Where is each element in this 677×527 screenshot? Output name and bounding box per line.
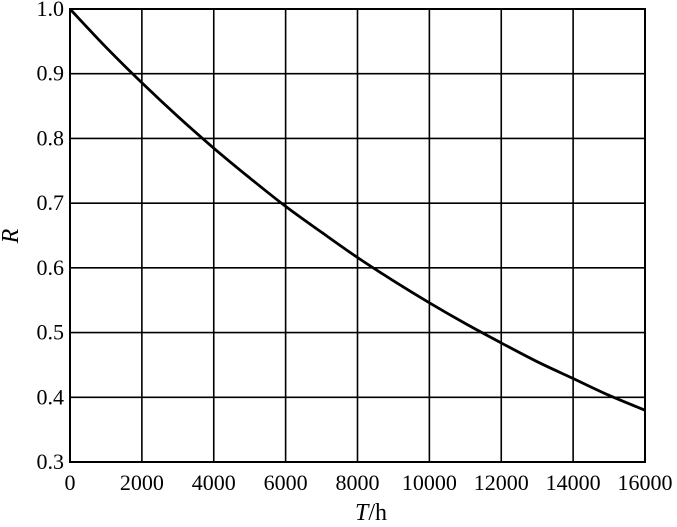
y-tick-label: 0.3 xyxy=(37,449,65,474)
x-axis-variable: T xyxy=(355,500,370,526)
y-tick-label: 0.8 xyxy=(37,125,65,150)
x-tick-label: 4000 xyxy=(192,470,236,495)
y-tick-label: 0.9 xyxy=(37,61,65,86)
y-axis-label: R xyxy=(0,228,24,244)
x-tick-label: 14000 xyxy=(546,470,601,495)
y-tick-label: 0.5 xyxy=(37,320,65,345)
x-tick-label: 2000 xyxy=(120,470,164,495)
x-tick-label: 16000 xyxy=(618,470,673,495)
x-tick-label: 6000 xyxy=(264,470,308,495)
y-tick-labels: 0.3 0.4 0.5 0.6 0.7 0.8 0.9 1.0 xyxy=(37,0,65,474)
x-tick-label: 12000 xyxy=(474,470,529,495)
x-axis-label: T/h xyxy=(355,500,387,526)
x-tick-label: 8000 xyxy=(336,470,380,495)
x-tick-label: 10000 xyxy=(402,470,457,495)
y-tick-label: 0.7 xyxy=(37,190,65,215)
x-axis-unit: /h xyxy=(368,500,387,526)
y-tick-label: 0.6 xyxy=(37,255,65,280)
x-tick-labels: 0 2000 4000 6000 8000 10000 12000 14000 16000 xyxy=(65,470,673,495)
x-tick-label: 0 xyxy=(65,470,76,495)
grid-lines xyxy=(69,8,646,463)
series-layer xyxy=(68,8,646,412)
y-tick-label: 0.4 xyxy=(37,384,65,409)
y-tick-label: 1.0 xyxy=(37,0,65,21)
reliability-curve xyxy=(68,8,646,412)
plot-frame xyxy=(69,8,646,463)
